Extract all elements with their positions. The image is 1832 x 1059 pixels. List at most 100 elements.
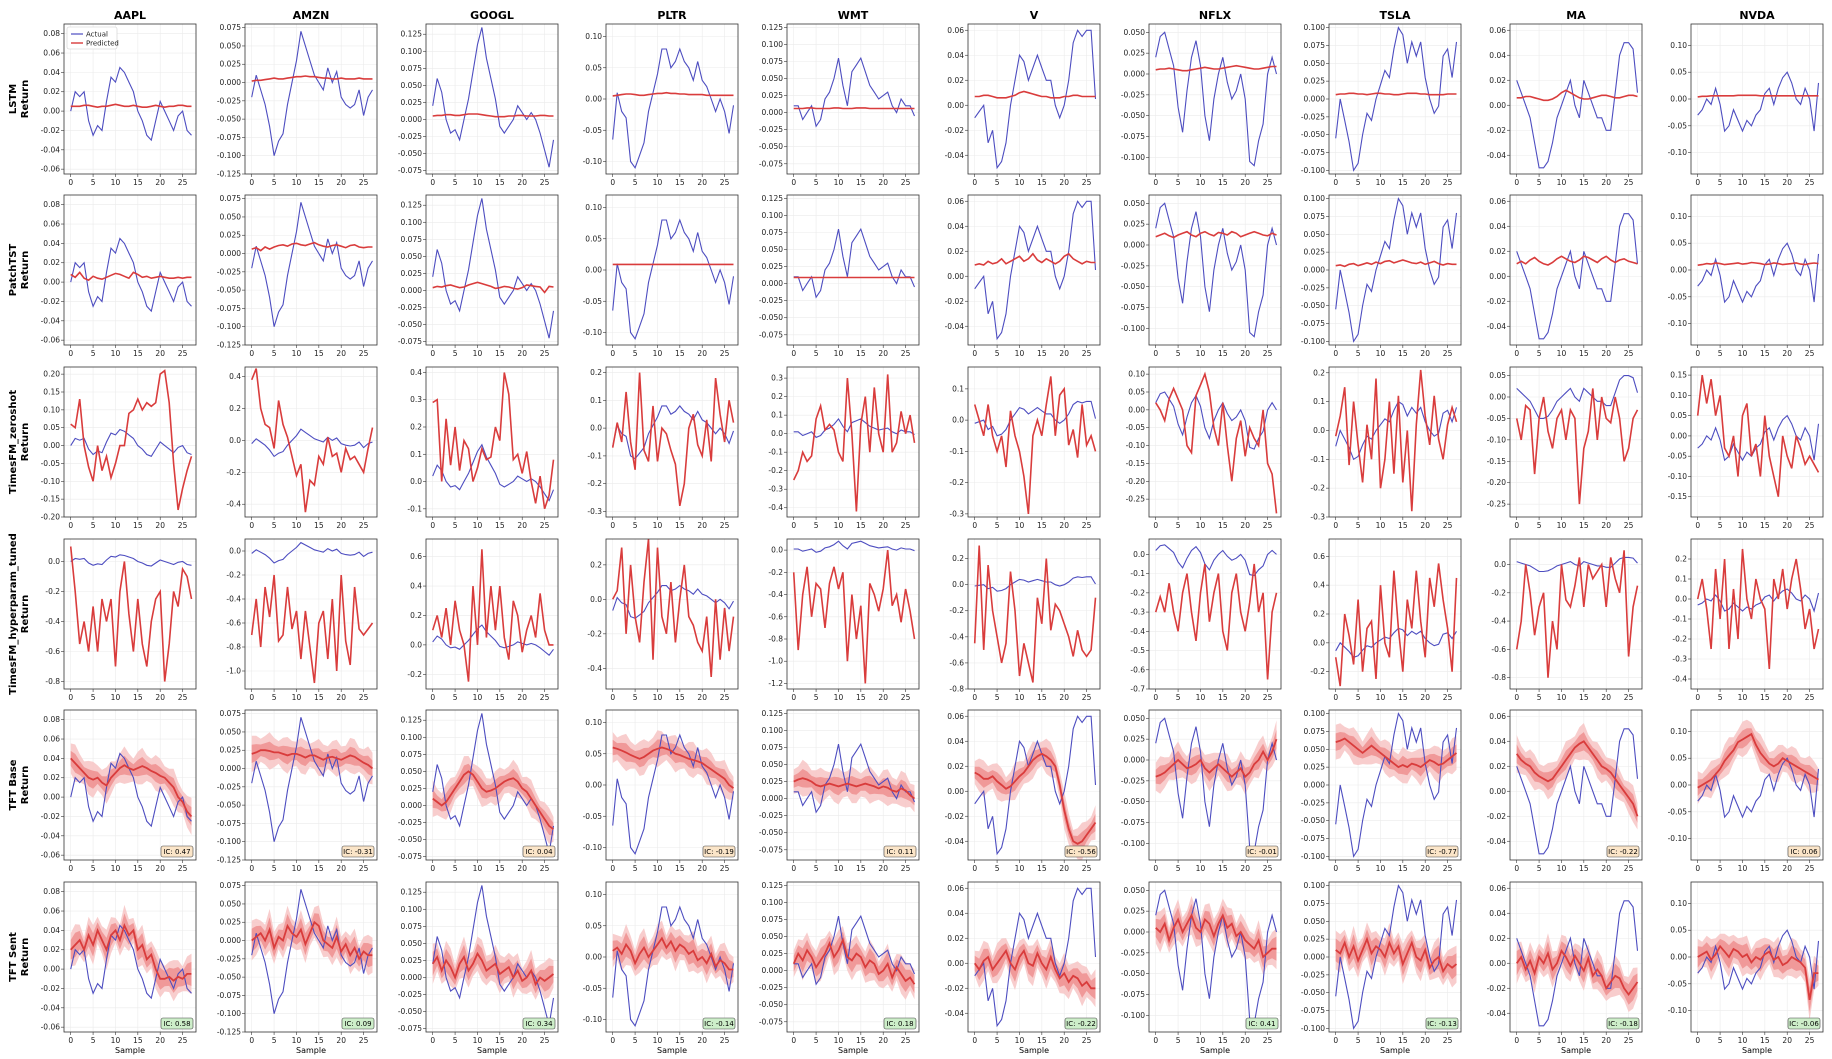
y-tick-label: 0.06 [947, 26, 964, 35]
ic-badge [1787, 845, 1821, 858]
x-tick-label: 25 [178, 693, 188, 702]
y-tick-label: 0.2 [410, 611, 422, 620]
prediction-band-inner [974, 747, 1096, 852]
y-tick-label: -0.2 [587, 629, 602, 638]
y-tick-label: -0.1 [1310, 455, 1325, 464]
ic-badge [1606, 845, 1640, 858]
y-tick-label: 0.04 [947, 909, 964, 918]
x-tick-label: 0 [610, 178, 615, 187]
subplot-panel: -0.075 -0.050 -0.025 0.000 0.025 0.050 0.075 0.… [759, 23, 920, 187]
y-tick-label: 0.06 [1489, 26, 1506, 35]
predicted-series-line [973, 545, 1097, 683]
y-tick-label: 0.0 [229, 436, 241, 445]
y-tick-label: 0.00 [1489, 272, 1506, 281]
x-tick-label: 0 [1514, 349, 1519, 358]
plot-background [1149, 539, 1281, 689]
actual-series-line [70, 554, 192, 567]
y-tick-label: 0.05 [1670, 239, 1687, 248]
x-tick-label: 10 [1015, 693, 1025, 702]
y-tick-label: -0.075 [398, 337, 422, 346]
y-tick-label: 0.050 [1304, 917, 1326, 926]
x-tick-label: 0 [1695, 864, 1700, 873]
x-tick-label: 0 [610, 349, 615, 358]
y-tick-label: 0.075 [1304, 212, 1326, 221]
y-tick-label: 0.075 [1304, 727, 1326, 736]
y-tick-label: 0.02 [947, 247, 964, 256]
y-tick-label: 0.05 [585, 234, 602, 243]
y-tick-label: 0.05 [585, 749, 602, 758]
plot-background [1510, 195, 1642, 345]
y-tick-label: -0.025 [1121, 90, 1145, 99]
ic-badge-label: IC: -0.18 [1608, 1020, 1638, 1028]
x-tick-label: 25 [178, 349, 188, 358]
y-tick-label: 0.025 [762, 777, 784, 786]
x-tick-label: 0 [1695, 349, 1700, 358]
y-tick-label: 0.05 [585, 63, 602, 72]
x-tick-label: 10 [111, 864, 121, 873]
x-tick-label: 10 [1557, 693, 1567, 702]
y-tick-label: -0.02 [1487, 984, 1507, 993]
y-tick-label: 0.000 [1124, 241, 1146, 250]
y-tick-label: 0.1 [410, 450, 422, 459]
y-tick-label: 0.075 [220, 23, 242, 32]
column-title: GOOGL [470, 9, 514, 22]
y-tick-label: 0.075 [220, 709, 242, 718]
y-tick-label: -0.075 [1301, 1006, 1325, 1015]
row-label: TimesFM_zeroshot Return [8, 390, 31, 495]
predicted-series-line [250, 368, 374, 513]
y-tick-label: -0.10 [583, 1015, 603, 1024]
y-tick-label: 0.1 [1313, 397, 1325, 406]
x-tick-label: 0 [1514, 521, 1519, 530]
y-tick-label: -0.6 [1491, 645, 1506, 654]
y-tick-label: 0.10 [1670, 391, 1687, 400]
x-tick-label: 20 [1420, 521, 1430, 530]
plot-frame [1148, 194, 1282, 346]
x-tick-label: 10 [1015, 1036, 1025, 1045]
ic-badge [1425, 1017, 1459, 1030]
x-tick-label: 15 [675, 178, 685, 187]
y-tick-label: 0.06 [43, 220, 60, 229]
x-tick-label: 15 [856, 521, 866, 530]
row-label: TFT Base Return [8, 759, 31, 810]
prediction-band-inner [793, 769, 915, 806]
y-tick-label: -0.04 [945, 1009, 965, 1018]
x-tick-label: 25 [1805, 178, 1815, 187]
ic-badge [341, 845, 375, 858]
x-tick-label: 20 [1601, 864, 1611, 873]
row-label-model: TimesFM_hyperparam_tuned [8, 533, 19, 695]
x-tick-label: 0 [1695, 1036, 1700, 1045]
row-label-model: TimesFM_zeroshot [8, 390, 19, 495]
x-tick-label: 0 [1153, 349, 1158, 358]
x-tick-label: 25 [540, 693, 550, 702]
x-tick-label: 20 [1240, 178, 1250, 187]
actual-series-line [1335, 400, 1458, 461]
plot-background [1510, 24, 1642, 174]
subplot-panel: -0.10 -0.05 0.00 0.05 0.10 0 5 10 15 20 25 [583, 194, 739, 358]
predicted-series-line [1155, 64, 1277, 72]
y-tick-label: -0.075 [217, 819, 241, 828]
y-tick-label: 0.050 [1124, 714, 1146, 723]
y-tick-label: -0.02 [945, 812, 965, 821]
x-tick-label: 15 [314, 693, 324, 702]
x-tick-label: 0 [1153, 178, 1158, 187]
predicted-series-line [1515, 388, 1639, 505]
ic-badge [1245, 1017, 1279, 1030]
y-tick-label: -0.02 [945, 984, 965, 993]
x-tick-label: 10 [834, 864, 844, 873]
x-tick-label: 10 [1376, 178, 1386, 187]
x-tick-label: 15 [856, 349, 866, 358]
predicted-series-line [251, 75, 373, 82]
plot-frame [1509, 709, 1643, 861]
x-tick-label: 10 [292, 178, 302, 187]
subplot-panel: -0.075 -0.050 -0.025 0.000 0.025 0.050 0.075 0.… [398, 881, 559, 1055]
legend-label-actual: Actual [86, 31, 108, 39]
y-tick-label: 0.025 [1124, 49, 1146, 58]
actual-series-line [1516, 900, 1639, 1027]
x-tick-label: 0 [1153, 1036, 1158, 1045]
plot-frame [967, 194, 1101, 346]
y-tick-label: 0.050 [1304, 230, 1326, 239]
x-tick-label: 20 [1059, 693, 1069, 702]
x-tick-label: 25 [178, 1036, 188, 1045]
y-tick-label: -0.025 [398, 132, 422, 141]
y-tick-label: -0.10 [1668, 472, 1688, 481]
